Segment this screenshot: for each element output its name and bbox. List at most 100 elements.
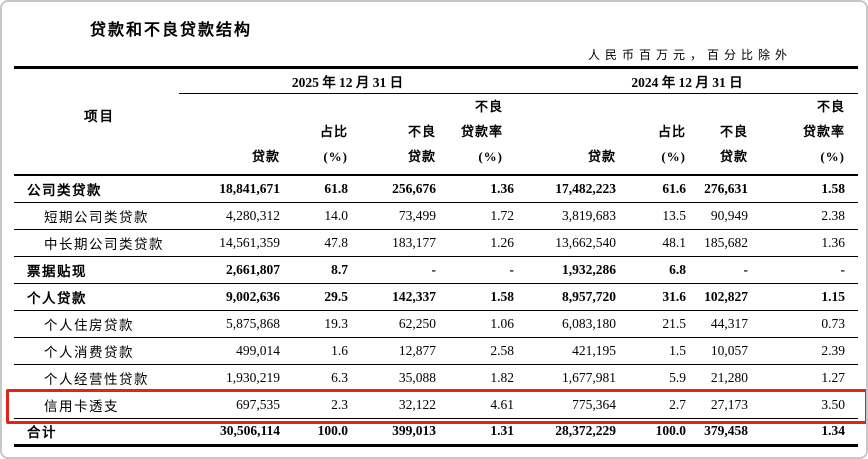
table-row: 个人经营性贷款 1,930,219 6.3 35,088 1.82 1,677,981 5.… (14, 364, 858, 392)
row-value: 14.0 (282, 202, 350, 230)
row-item-label: 中长期公司类贷款 (14, 229, 179, 257)
row-value: 1,930,219 (179, 364, 282, 392)
table-row: 个人住房贷款 5,875,868 19.3 62,250 1.06 6,083,180 21… (14, 310, 858, 338)
row-value: 73,499 (350, 202, 438, 230)
row-value: 2.38 (750, 202, 858, 230)
row-value: 1.82 (438, 364, 516, 392)
row-value: 31.6 (618, 283, 688, 311)
row-value: 8.7 (282, 256, 350, 284)
row-value: 5,875,868 (179, 310, 282, 338)
row-value: 13,662,540 (516, 229, 618, 257)
row-value: 775,364 (516, 391, 618, 419)
row-value: 2.58 (438, 337, 516, 365)
row-value: 1.34 (750, 418, 858, 447)
row-value: 100.0 (282, 418, 350, 447)
row-value: 1.31 (438, 418, 516, 447)
row-value: 421,195 (516, 337, 618, 365)
col-header-loans-2025: 贷款 (179, 93, 282, 176)
row-item-label: 个人住房贷款 (14, 310, 179, 338)
page-title: 贷款和不良贷款结构 (90, 22, 253, 39)
col-header-npl-2024: 不良 贷款 (688, 93, 750, 176)
table-row: 个人贷款 9,002,636 29.5 142,337 1.58 8,957,720 31.… (14, 283, 858, 311)
row-value: 185,682 (688, 229, 750, 257)
row-value: 32,122 (350, 391, 438, 419)
period-header-row: 2025 年 12 月 31 日 2024 年 12 月 31 日 (14, 66, 858, 94)
row-value: 14,561,359 (179, 229, 282, 257)
row-value: 27,173 (688, 391, 750, 419)
row-value: 18,841,671 (179, 175, 282, 203)
row-value: 2.39 (750, 337, 858, 365)
col-header-npl-ratio-2025: 不良 贷款率 (%) (438, 93, 516, 176)
col-header-loans-2024: 贷款 (516, 93, 618, 176)
table-row: 个人消费贷款 499,014 1.6 12,877 2.58 421,195 1.5 10,0… (14, 337, 858, 365)
column-header-row: 项目 贷款 占比 (%) 不良 贷款 不良 贷款率 (%) 贷款 占比 (%) … (14, 93, 858, 176)
row-value: 6.8 (618, 256, 688, 284)
row-value: 3,819,683 (516, 202, 618, 230)
row-value: 100.0 (618, 418, 688, 447)
table-row: 公司类贷款 18,841,671 61.8 256,676 1.36 17,482,223… (14, 175, 858, 203)
row-item-label: 个人经营性贷款 (14, 364, 179, 392)
row-item-label: 票据贴现 (14, 256, 179, 284)
row-value: 1.72 (438, 202, 516, 230)
row-value: 48.1 (618, 229, 688, 257)
loan-structure-table: 2025 年 12 月 31 日 2024 年 12 月 31 日 项目 贷款 … (14, 66, 858, 447)
table-body: 公司类贷款 18,841,671 61.8 256,676 1.36 17,482,223… (14, 175, 858, 447)
table-row: 票据贴现 2,661,807 8.7- -1,932,286 6.8- - (14, 256, 858, 284)
row-value: - (350, 256, 438, 284)
row-value: 30,506,114 (179, 418, 282, 447)
row-value: 21,280 (688, 364, 750, 392)
col-header-npl-2025: 不良 贷款 (350, 93, 438, 176)
row-value: 13.5 (618, 202, 688, 230)
row-value: - (688, 256, 750, 284)
row-value: 0.73 (750, 310, 858, 338)
row-item-label: 信用卡透支 (14, 391, 179, 419)
row-value: 62,250 (350, 310, 438, 338)
row-value: 4,280,312 (179, 202, 282, 230)
row-value: 399,013 (350, 418, 438, 447)
row-value: 8,957,720 (516, 283, 618, 311)
row-value: 10,057 (688, 337, 750, 365)
row-value: 379,458 (688, 418, 750, 447)
row-value: 2,661,807 (179, 256, 282, 284)
row-value: 1,677,981 (516, 364, 618, 392)
row-value: 1.5 (618, 337, 688, 365)
row-value: 256,676 (350, 175, 438, 203)
row-value: 47.8 (282, 229, 350, 257)
row-value: 1.36 (438, 175, 516, 203)
row-item-label: 个人消费贷款 (14, 337, 179, 365)
table-row: 合计 30,506,114 100.0 399,013 1.31 28,372,229 10… (14, 418, 858, 447)
row-value: 3.50 (750, 391, 858, 419)
row-value: 21.5 (618, 310, 688, 338)
row-value: 1.58 (438, 283, 516, 311)
table-row: 短期公司类贷款 4,280,312 14.0 73,499 1.72 3,819,683 1… (14, 202, 858, 230)
row-value: 61.6 (618, 175, 688, 203)
row-value: 28,372,229 (516, 418, 618, 447)
row-value: - (438, 256, 516, 284)
row-value: - (750, 256, 858, 284)
row-value: 90,949 (688, 202, 750, 230)
item-column-header: 项目 (14, 93, 179, 176)
row-value: 697,535 (179, 391, 282, 419)
unit-note: 人民币百万元，百分比除外 (587, 48, 792, 62)
row-value: 1.26 (438, 229, 516, 257)
period-header-spacer (14, 66, 179, 94)
row-value: 1,932,286 (516, 256, 618, 284)
row-value: 2.3 (282, 391, 350, 419)
col-header-npl-ratio-2024: 不良 贷款率 (%) (750, 93, 858, 176)
row-item-label: 个人贷款 (14, 283, 179, 311)
row-value: 61.8 (282, 175, 350, 203)
row-value: 19.3 (282, 310, 350, 338)
row-value: 17,482,223 (516, 175, 618, 203)
row-item-label: 公司类贷款 (14, 175, 179, 203)
table-row: 中长期公司类贷款 14,561,359 47.8 183,177 1.26 13,662,… (14, 229, 858, 257)
row-value: 102,827 (688, 283, 750, 311)
row-value: 9,002,636 (179, 283, 282, 311)
row-value: 1.15 (750, 283, 858, 311)
row-value: 142,337 (350, 283, 438, 311)
period-header-2025: 2025 年 12 月 31 日 (179, 66, 516, 94)
row-value: 44,317 (688, 310, 750, 338)
row-item-label: 短期公司类贷款 (14, 202, 179, 230)
row-value: 29.5 (282, 283, 350, 311)
row-item-label: 合计 (14, 418, 179, 447)
